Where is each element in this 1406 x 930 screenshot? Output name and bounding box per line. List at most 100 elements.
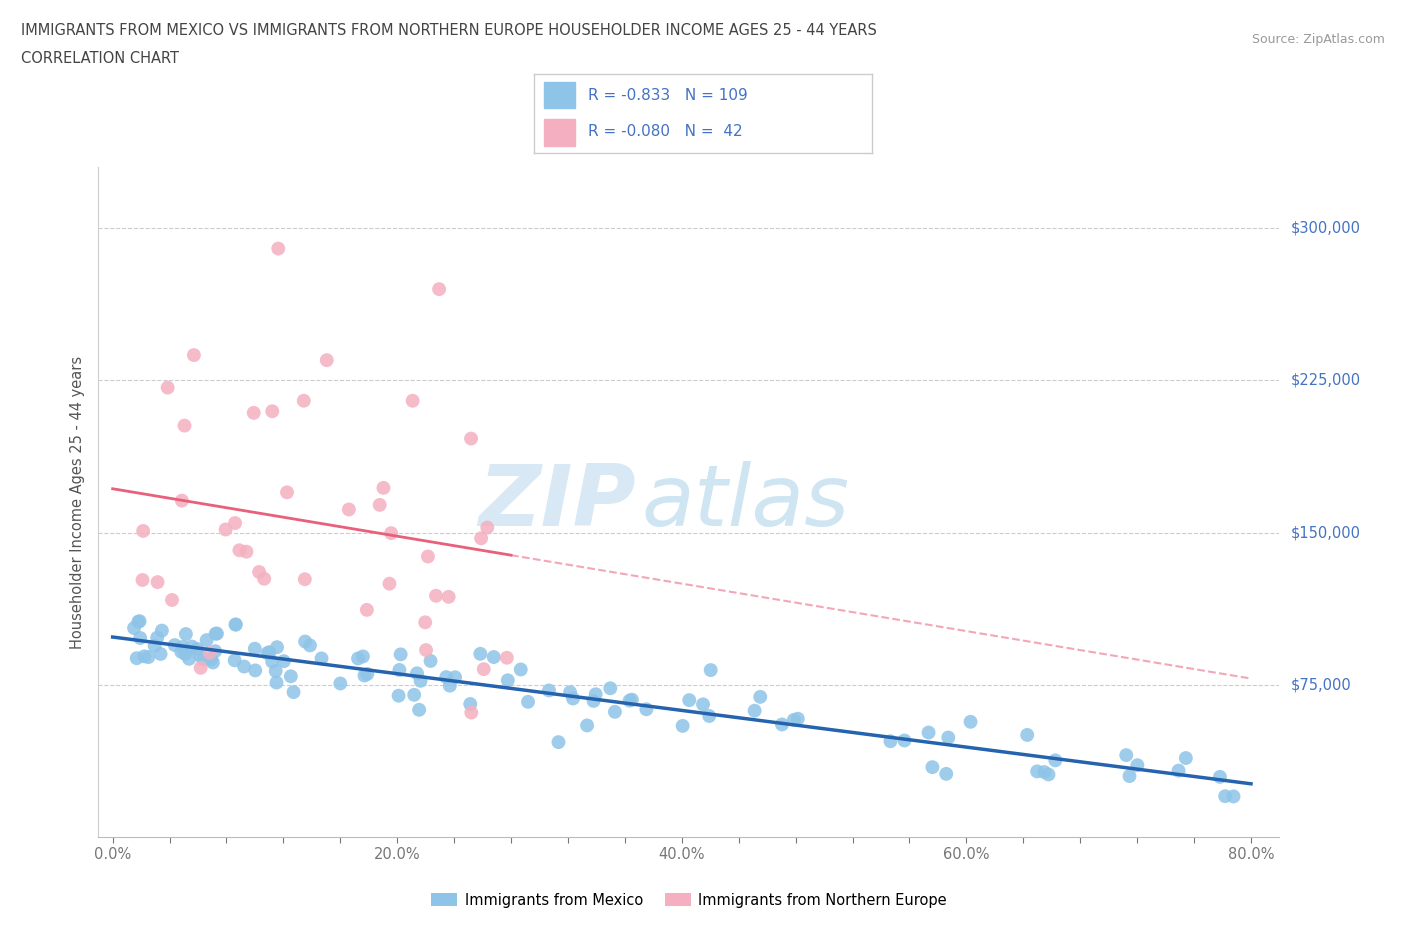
Point <box>262 654 284 669</box>
Point <box>280 669 302 684</box>
Point <box>356 667 378 682</box>
Text: atlas: atlas <box>641 460 849 544</box>
Point <box>259 644 281 659</box>
Point <box>603 704 626 719</box>
Point <box>183 348 205 363</box>
Point <box>419 654 441 669</box>
Point <box>406 666 429 681</box>
Point <box>262 404 284 418</box>
Point <box>134 649 156 664</box>
Point <box>415 643 437 658</box>
Point <box>599 681 621 696</box>
Point <box>1033 764 1056 779</box>
Point <box>427 282 450 297</box>
Legend: Immigrants from Mexico, Immigrants from Northern Europe: Immigrants from Mexico, Immigrants from … <box>425 886 953 913</box>
Point <box>283 684 305 699</box>
Point <box>228 543 250 558</box>
Point <box>692 697 714 711</box>
Point <box>470 646 492 661</box>
Point <box>204 644 226 658</box>
Point <box>347 651 370 666</box>
Point <box>935 766 957 781</box>
Point <box>1167 764 1189 778</box>
Point <box>193 652 215 667</box>
Text: $75,000: $75,000 <box>1291 677 1351 692</box>
Point <box>672 719 695 734</box>
Point <box>266 640 288 655</box>
Point <box>1222 789 1244 804</box>
Point <box>477 520 499 535</box>
Point <box>243 642 266 657</box>
Point <box>1174 751 1197 765</box>
Point <box>444 670 467 684</box>
Point <box>470 531 492 546</box>
Point <box>378 577 401 591</box>
Text: $300,000: $300,000 <box>1291 220 1361 236</box>
Point <box>273 654 295 669</box>
Point <box>136 650 159 665</box>
Point <box>132 524 155 538</box>
Point <box>1118 768 1140 783</box>
Point <box>198 645 221 660</box>
Point <box>380 525 402 540</box>
Point <box>267 241 290 256</box>
Point <box>373 481 395 496</box>
Point <box>160 592 183 607</box>
Point <box>129 631 152 645</box>
Text: $225,000: $225,000 <box>1291 373 1361 388</box>
Point <box>225 618 247 632</box>
Point <box>416 549 439 564</box>
Text: Source: ZipAtlas.com: Source: ZipAtlas.com <box>1251 33 1385 46</box>
Point <box>495 650 517 665</box>
Point <box>125 651 148 666</box>
Point <box>917 725 939 740</box>
Point <box>266 675 288 690</box>
Point <box>337 502 360 517</box>
Text: ZIP: ZIP <box>478 460 636 544</box>
Point <box>786 711 808 726</box>
Point <box>180 639 202 654</box>
Point <box>156 380 179 395</box>
Point <box>311 651 333 666</box>
Point <box>585 687 607 702</box>
Point <box>749 689 772 704</box>
Point <box>1038 767 1060 782</box>
Point <box>242 405 264 420</box>
Point <box>205 626 228 641</box>
Point <box>195 632 218 647</box>
Point <box>744 703 766 718</box>
Point <box>402 393 425 408</box>
Point <box>356 603 378 618</box>
Point <box>247 565 270 579</box>
Bar <box>544 119 575 146</box>
Point <box>173 418 195 433</box>
Point <box>368 498 391 512</box>
Point <box>122 620 145 635</box>
Point <box>190 660 212 675</box>
Point <box>245 663 267 678</box>
Point <box>276 485 298 499</box>
Point <box>127 614 149 629</box>
Point <box>425 589 447 604</box>
Point <box>699 663 721 678</box>
Point <box>170 493 193 508</box>
Point <box>879 734 901 749</box>
Point <box>1045 753 1067 768</box>
Point <box>225 618 247 632</box>
Point <box>460 432 482 446</box>
Point <box>146 575 169 590</box>
Point <box>253 571 276 586</box>
Point <box>387 688 409 703</box>
Point <box>172 640 194 655</box>
Point <box>352 649 374 664</box>
Point <box>388 662 411 677</box>
Point <box>439 678 461 693</box>
Point <box>408 702 430 717</box>
Y-axis label: Householder Income Ages 25 - 44 years: Householder Income Ages 25 - 44 years <box>70 355 86 649</box>
Point <box>460 705 482 720</box>
Point <box>458 697 481 711</box>
Point <box>298 638 321 653</box>
Point <box>1026 764 1049 778</box>
Point <box>224 515 246 530</box>
Point <box>783 712 806 727</box>
